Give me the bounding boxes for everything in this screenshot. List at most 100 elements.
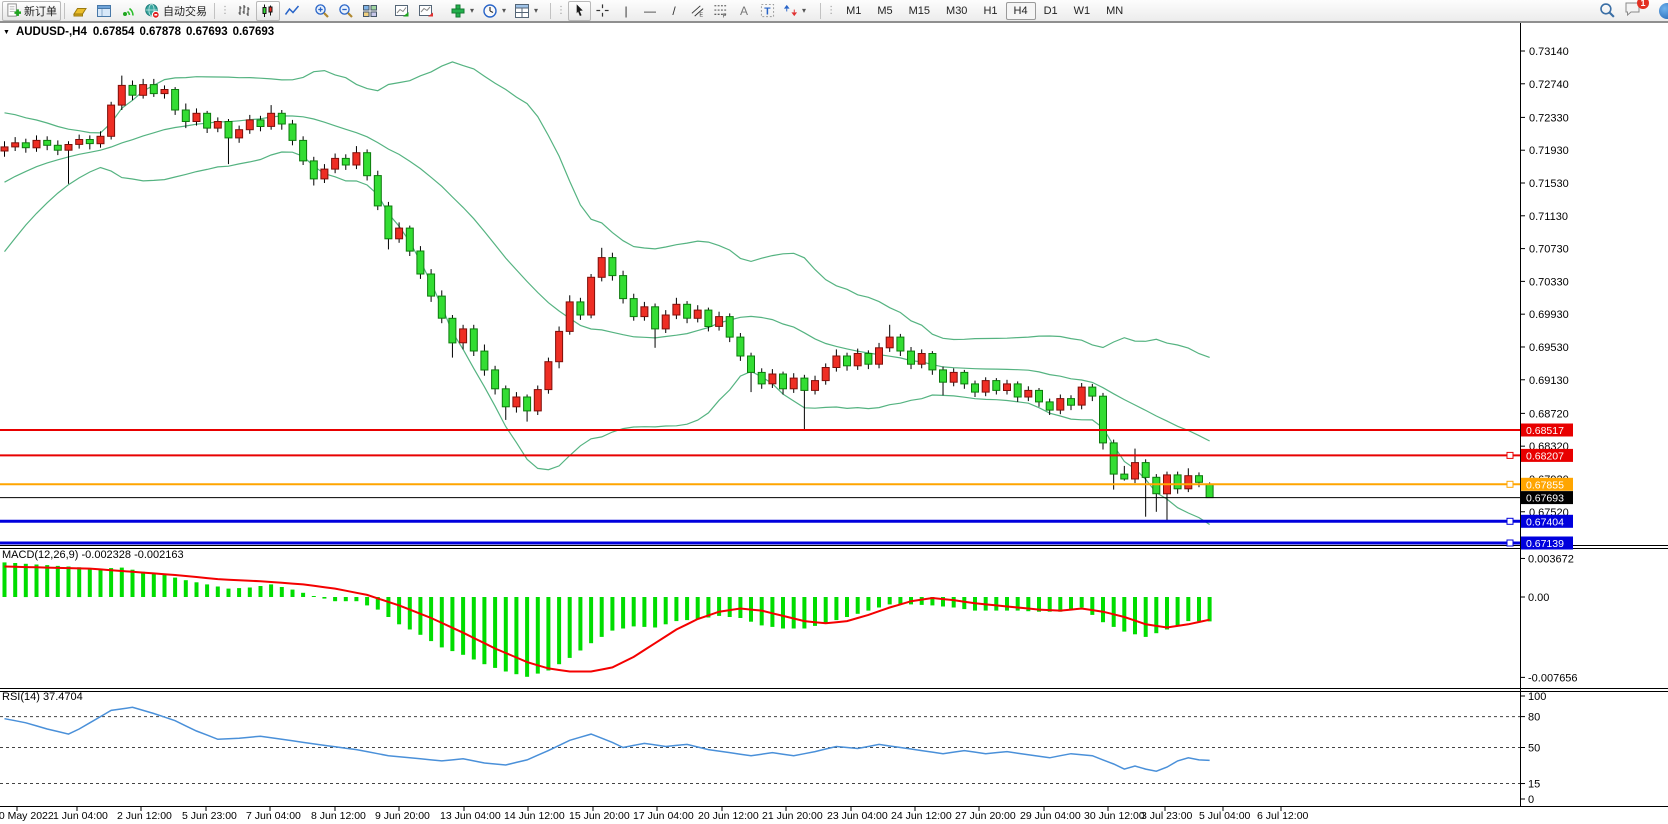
toolbar-separator — [550, 2, 552, 19]
candle — [619, 275, 628, 300]
candle — [661, 314, 670, 330]
toolbar-separator — [64, 2, 65, 19]
timeframe-h4[interactable]: H4 — [1005, 1, 1036, 20]
periods-button[interactable]: ▾ — [478, 1, 510, 21]
candle — [757, 371, 766, 385]
candle — [309, 160, 318, 180]
autotrading-label: 自动交易 — [163, 5, 207, 18]
svg-text:0.72740: 0.72740 — [1529, 79, 1569, 91]
timeframe-mn[interactable]: MN — [1106, 4, 1124, 17]
timeframe-m5[interactable]: M5 — [877, 4, 893, 17]
hline-handle[interactable] — [1506, 480, 1514, 488]
svg-text:0.003672: 0.003672 — [1528, 553, 1574, 565]
candle — [1088, 386, 1097, 397]
cursor-tool-button[interactable] — [568, 0, 592, 21]
search-icon[interactable] — [1599, 2, 1616, 19]
svg-text:0.67855: 0.67855 — [1526, 479, 1564, 491]
bar-chart-icon — [238, 4, 250, 16]
svg-text:0.68720: 0.68720 — [1529, 408, 1569, 420]
vertical-line-tool-button[interactable]: | — [614, 1, 638, 21]
candle — [1099, 395, 1107, 444]
candle — [181, 109, 190, 122]
candlestick-chart-button[interactable] — [256, 0, 280, 21]
timeframe-d1[interactable]: D1 — [1043, 4, 1058, 17]
candle — [53, 144, 62, 151]
candle — [160, 89, 169, 95]
candle — [149, 84, 158, 95]
zoom-in-button[interactable] — [310, 1, 334, 21]
svg-text:-0.007656: -0.007656 — [1528, 672, 1578, 684]
clipped-toolbar-icon[interactable] — [1659, 3, 1668, 19]
candle — [608, 257, 617, 277]
line-chart-button[interactable] — [280, 1, 304, 21]
bar-chart-button[interactable] — [232, 1, 256, 21]
text-tool-button[interactable]: A — [732, 1, 756, 21]
candle — [1045, 401, 1054, 411]
candle — [512, 396, 521, 408]
candle — [235, 129, 244, 139]
hline-handle[interactable] — [1506, 539, 1514, 547]
svg-text:5 Jun 23:00: 5 Jun 23:00 — [182, 810, 237, 822]
zoom-out-button[interactable] — [334, 1, 358, 21]
indicators-button[interactable]: ▾ — [446, 1, 478, 21]
chart-shift-button[interactable] — [414, 1, 438, 21]
autotrading-icon — [145, 3, 160, 19]
candle — [960, 371, 969, 385]
svg-text:0.68517: 0.68517 — [1526, 425, 1564, 437]
text-a-icon: A — [740, 3, 749, 18]
navigator-button[interactable] — [116, 1, 140, 21]
timeframe-h1[interactable]: H1 — [983, 4, 998, 17]
timeframe-m1[interactable]: M1 — [846, 4, 862, 17]
data-window-button[interactable] — [92, 1, 116, 21]
horizontal-lines[interactable]: 0.68517 0.68207 0.67855 0.67693 0.67404 0.671… — [0, 423, 1573, 551]
channel-tool-button[interactable]: E — [686, 1, 709, 21]
svg-text:0.68207: 0.68207 — [1526, 450, 1564, 462]
fibonacci-tool-button[interactable]: F — [709, 1, 732, 21]
svg-text:0.00: 0.00 — [1528, 592, 1549, 604]
horizontal-line-tool-button[interactable]: — — [638, 1, 662, 21]
candle — [864, 353, 873, 365]
candle — [747, 355, 755, 373]
tile-windows-button[interactable] — [358, 1, 382, 21]
timeframe-m15[interactable]: M15 — [908, 4, 931, 17]
market-watch-button[interactable] — [68, 1, 92, 21]
price-tag — [1521, 514, 1573, 528]
autotrading-button[interactable]: 自动交易 — [140, 1, 211, 21]
candle — [1067, 398, 1075, 406]
data-window-icon — [97, 4, 111, 17]
panel-borders — [0, 22, 1668, 807]
candle — [587, 276, 596, 316]
templates-button[interactable]: ▾ — [510, 1, 542, 21]
candle — [1003, 383, 1011, 391]
candle — [43, 139, 52, 146]
timeframe-w1[interactable]: W1 — [1073, 4, 1091, 17]
new-order-button[interactable]: 新订单 — [2, 0, 61, 21]
arrows-tool-button[interactable]: ▾ — [779, 1, 810, 21]
notifications-button[interactable]: 1 — [1624, 0, 1649, 20]
candle — [789, 377, 798, 390]
chevron-down-icon: ▾ — [802, 6, 807, 15]
cursor-icon — [576, 4, 583, 16]
candle — [203, 112, 212, 129]
candle — [256, 119, 265, 128]
toolbar-grip: ⋮ — [220, 4, 230, 16]
label-tool-button[interactable]: T — [756, 1, 779, 21]
trendline-tool-button[interactable]: / — [662, 1, 686, 21]
candle — [917, 353, 926, 365]
hline-handle[interactable] — [1506, 451, 1514, 459]
candle — [32, 139, 41, 149]
svg-text:80: 80 — [1528, 712, 1540, 724]
crosshair-tool-button[interactable] — [591, 1, 614, 21]
hline-handle[interactable] — [1506, 517, 1514, 525]
price-axis[interactable]: 0.73140 0.72740 0.72330 0.71930 0.71530 0.711… — [1520, 46, 1569, 519]
candle — [213, 121, 222, 129]
auto-arrange-button[interactable] — [390, 1, 414, 21]
zoom-in-icon — [315, 3, 329, 18]
timeframe-m30[interactable]: M30 — [946, 4, 968, 17]
toolbar-right-icons: 1 — [1599, 0, 1649, 20]
chevron-down-icon: ▾ — [534, 6, 539, 15]
candle — [448, 317, 457, 344]
